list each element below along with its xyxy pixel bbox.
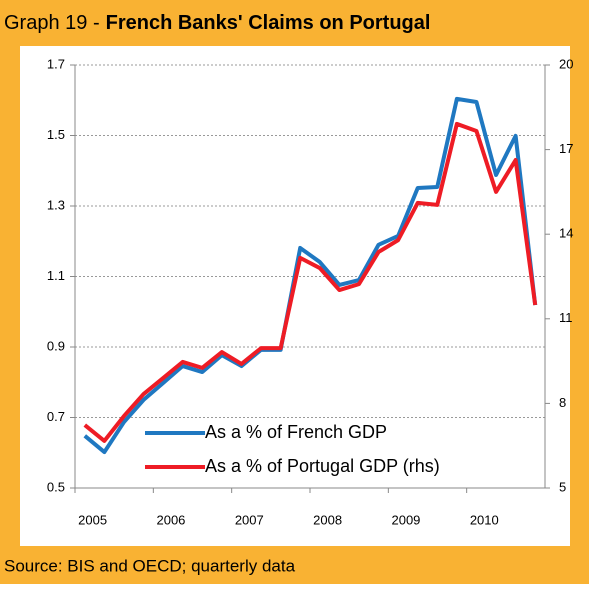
y2-tick-label: 20: [559, 56, 573, 71]
x-tick-label: 2005: [78, 512, 107, 527]
y-tick-label: 1.3: [47, 197, 65, 212]
y2-tick-label: 5: [559, 479, 566, 494]
y-tick-label: 1.7: [47, 56, 65, 71]
legend-label: As a % of Portugal GDP (rhs): [205, 456, 440, 476]
y-tick-label: 0.7: [47, 409, 65, 424]
y-tick-label: 1.1: [47, 268, 65, 283]
x-tick-label: 2008: [313, 512, 342, 527]
y2-tick-label: 8: [559, 395, 566, 410]
x-tick-label: 2007: [235, 512, 264, 527]
y2-tick-label: 14: [559, 226, 573, 241]
y-tick-label: 0.5: [47, 479, 65, 494]
title-main: French Banks' Claims on Portugal: [106, 12, 431, 34]
x-tick-label: 2006: [156, 512, 185, 527]
series-line: [83, 96, 538, 455]
title-prefix: Graph 19 -: [4, 12, 100, 34]
x-tick-label: 2009: [391, 512, 420, 527]
x-tick-label: 2010: [470, 512, 499, 527]
legend-label: As a % of French GDP: [205, 422, 387, 442]
y-tick-label: 1.5: [47, 127, 65, 142]
y2-tick-label: 11: [559, 310, 573, 325]
series-line: [83, 121, 538, 443]
chart-title: Graph 19 - French Banks' Claims on Portug…: [4, 12, 430, 34]
source: Source: BIS and OECD; quarterly data: [4, 556, 296, 575]
plot-panel: [20, 46, 570, 546]
y2-tick-label: 17: [559, 141, 573, 156]
y-tick-label: 0.9: [47, 338, 65, 353]
